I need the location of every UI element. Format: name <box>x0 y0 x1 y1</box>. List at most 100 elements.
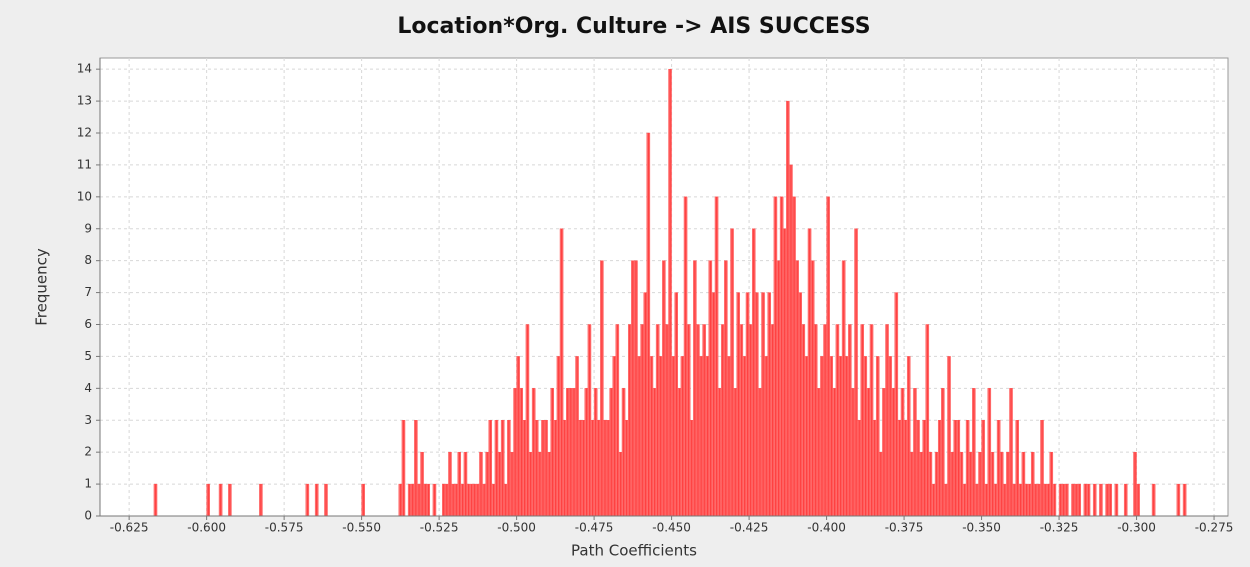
bar <box>931 483 936 517</box>
bar <box>773 196 778 517</box>
bar <box>705 356 709 517</box>
bar <box>420 451 424 517</box>
bar <box>538 451 542 517</box>
bar <box>953 420 957 517</box>
y-tick-label: 12 <box>77 126 92 140</box>
bar <box>962 483 967 517</box>
x-tick-label: -0.425 <box>730 521 769 535</box>
bar <box>504 483 508 517</box>
bar <box>407 483 412 517</box>
bar <box>916 420 920 517</box>
bar <box>1027 483 1032 517</box>
bar <box>314 483 319 517</box>
bar <box>841 260 846 517</box>
chart-title: Location*Org. Culture -> AIS SUCCESS <box>397 14 870 39</box>
bar <box>473 483 477 517</box>
x-tick-label: -0.550 <box>342 521 381 535</box>
y-tick-label: 9 <box>84 221 92 235</box>
x-tick-label: -0.400 <box>807 521 846 535</box>
x-tick-label: -0.300 <box>1117 521 1156 535</box>
bar <box>1071 483 1075 517</box>
bar <box>696 324 700 517</box>
bar <box>835 324 840 517</box>
x-axis-label: Path Coefficients <box>571 542 697 560</box>
bar <box>820 356 824 517</box>
bar <box>206 483 210 517</box>
bar <box>1024 483 1029 517</box>
bar <box>838 356 843 517</box>
bar <box>776 260 781 517</box>
bar <box>1074 483 1078 517</box>
bar <box>618 451 623 517</box>
bar <box>875 356 880 517</box>
bar <box>572 388 576 517</box>
bar <box>1006 451 1010 517</box>
bar <box>708 260 713 517</box>
bar <box>547 451 551 517</box>
bar <box>1099 483 1103 517</box>
bar <box>544 420 548 517</box>
bar <box>553 420 558 517</box>
bar <box>550 388 555 517</box>
bar <box>801 324 806 517</box>
bar <box>494 420 499 517</box>
bar <box>885 324 889 517</box>
bar <box>779 196 784 517</box>
bar <box>848 324 852 517</box>
bar <box>612 356 616 517</box>
bar <box>934 451 939 517</box>
bar <box>411 483 415 517</box>
bar <box>851 388 855 517</box>
bar <box>1092 483 1097 517</box>
bar <box>789 164 793 517</box>
bar <box>1012 483 1016 517</box>
bar <box>689 420 694 517</box>
bar <box>423 483 427 517</box>
x-tick-label: -0.500 <box>497 521 536 535</box>
bar <box>891 388 895 517</box>
y-tick-label: 8 <box>84 253 92 267</box>
bar <box>615 324 620 517</box>
x-tick-label: -0.575 <box>265 521 304 535</box>
bar <box>463 451 468 517</box>
y-tick-label: 4 <box>84 381 92 395</box>
bar <box>761 292 765 517</box>
bar <box>730 228 734 517</box>
y-tick-label: 1 <box>84 477 92 491</box>
bar <box>600 260 604 517</box>
bar <box>755 292 759 517</box>
bar <box>683 196 688 517</box>
bar <box>720 324 725 517</box>
bar <box>832 388 837 517</box>
y-axis-label: Frequency <box>33 248 51 326</box>
bar <box>937 420 942 517</box>
bar <box>767 292 771 517</box>
bar <box>324 483 328 517</box>
bar <box>764 356 768 517</box>
bar <box>693 260 697 517</box>
bar <box>637 356 641 517</box>
bar <box>646 132 651 517</box>
bar <box>813 324 818 517</box>
bar <box>857 420 861 517</box>
bar <box>817 388 821 517</box>
y-tick-label: 6 <box>84 317 92 331</box>
bar <box>1108 483 1112 517</box>
bar <box>987 388 992 517</box>
bar <box>575 356 579 517</box>
bar <box>1136 483 1140 517</box>
bar <box>1182 483 1187 517</box>
x-tick-label: -0.600 <box>187 521 226 535</box>
bar <box>1040 420 1044 517</box>
bar <box>1065 483 1069 517</box>
bar <box>792 196 796 517</box>
bar <box>584 388 589 517</box>
bar <box>516 356 520 517</box>
bar <box>922 420 926 517</box>
bar <box>810 260 815 517</box>
bar <box>906 356 911 517</box>
bar <box>748 324 753 517</box>
bar <box>928 451 933 517</box>
bar <box>674 292 678 517</box>
bar <box>451 483 455 517</box>
